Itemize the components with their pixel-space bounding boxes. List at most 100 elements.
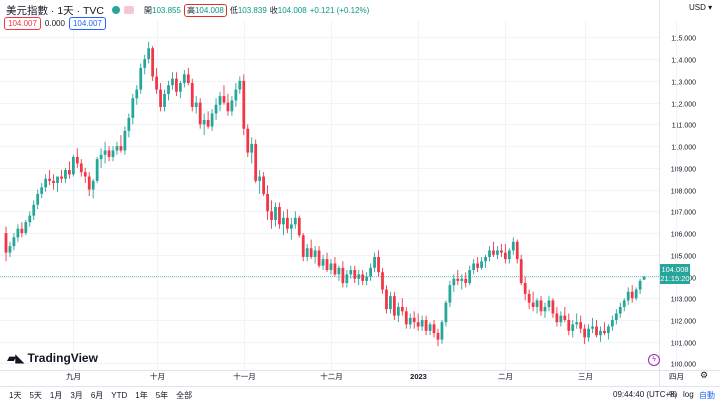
candle-body	[68, 170, 71, 175]
candle-body	[400, 306, 404, 312]
log-toggle[interactable]: log	[683, 390, 694, 399]
candle-body	[547, 300, 551, 307]
candle-body	[408, 317, 412, 325]
y-tick-label: 113.000	[671, 80, 696, 87]
candle-body	[404, 311, 408, 325]
range-3m-button[interactable]: 3月	[70, 391, 83, 400]
candle-body	[642, 276, 646, 280]
candle-body	[424, 320, 428, 331]
y-tick-label: 103.000	[671, 297, 696, 304]
currency-selector[interactable]: USD ▾	[689, 3, 713, 12]
candle-body	[155, 76, 158, 90]
y-tick-label: 112.000	[671, 102, 696, 109]
candle-body	[20, 228, 24, 234]
x-tick-label: 十二月	[320, 371, 343, 381]
candle-body	[293, 217, 297, 225]
candle-body	[163, 93, 166, 107]
candle-body	[559, 315, 563, 323]
candle-body	[519, 259, 523, 284]
buy-price-badge[interactable]: 104.007	[68, 17, 106, 30]
auto-scale-toggle[interactable]: 自動	[699, 391, 715, 400]
clock-readout[interactable]: 09:44:40 (UTC+8)	[613, 390, 678, 399]
candle-body	[444, 302, 448, 323]
candle-body	[87, 176, 91, 190]
candle-body	[432, 324, 436, 334]
candle-body	[214, 104, 218, 114]
candle-body	[630, 291, 634, 299]
range-all-button[interactable]: 全部	[176, 391, 193, 400]
candle-body	[377, 256, 380, 273]
candle-body	[143, 59, 147, 68]
candle-body	[369, 267, 373, 277]
tradingview-logo[interactable]: ▰◣ TradingView	[7, 351, 98, 365]
x-tick-label: 三月	[578, 372, 593, 381]
y-tick-label: 115.000	[671, 36, 696, 43]
x-tick-label: 四月	[669, 372, 684, 381]
market-status-dot-icon[interactable]	[112, 6, 121, 14]
percent-toggle[interactable]: %	[669, 390, 677, 399]
candle-body	[190, 83, 194, 107]
quote-badges: 104.007 0.000 104.007	[4, 17, 110, 30]
spread-value: 0.000	[44, 19, 65, 28]
candle-body	[468, 270, 472, 284]
sell-price-badge[interactable]: 104.007	[4, 17, 41, 30]
candle-body	[492, 250, 495, 255]
candle-body	[428, 324, 432, 331]
candle-body	[266, 193, 269, 212]
candle-body	[543, 306, 547, 312]
candle-body	[103, 150, 107, 155]
y-tick-label: 108.000	[671, 189, 696, 196]
candle-body	[274, 206, 277, 220]
range-5d-button[interactable]: 5天	[29, 391, 42, 400]
range-1d-button[interactable]: 1天	[9, 391, 22, 400]
candle-body	[420, 320, 424, 327]
candle-body	[503, 252, 507, 260]
range-1m-button[interactable]: 1月	[49, 391, 63, 400]
candle-body	[416, 322, 420, 327]
candle-body	[527, 293, 531, 303]
candle-body	[48, 178, 51, 181]
candle-body	[337, 267, 341, 275]
candle-body	[412, 317, 416, 323]
candle-body	[167, 85, 170, 94]
candle-body	[591, 326, 594, 329]
range-5y-button[interactable]: 5年	[155, 391, 169, 400]
range-ytd-button[interactable]: YTD	[111, 391, 128, 400]
candle-body	[515, 241, 519, 260]
x-tick-label: 2023	[410, 372, 427, 381]
candle-body	[599, 330, 602, 336]
candle-body	[472, 263, 476, 270]
symbol-title[interactable]: 美元指數 · 1天 · TVC	[6, 4, 105, 17]
candle-body	[218, 96, 222, 105]
range-6m-button[interactable]: 6月	[90, 391, 104, 400]
candle-body	[8, 246, 12, 253]
candle-body	[610, 320, 614, 327]
candle-body	[587, 328, 590, 338]
candle-body	[317, 250, 321, 266]
candle-body	[373, 256, 376, 268]
gear-icon[interactable]: ⚙	[700, 370, 709, 380]
candle-body	[551, 300, 555, 314]
candle-body	[178, 83, 182, 92]
candle-body	[638, 280, 642, 290]
y-tick-label: 107.000	[671, 210, 696, 217]
range-1y-button[interactable]: 1年	[135, 391, 148, 400]
candle-body	[32, 204, 36, 216]
y-tick-label: 105.000	[671, 254, 696, 261]
flag-icon[interactable]	[124, 6, 135, 14]
candle-body	[507, 250, 511, 260]
last-price-value: 104.008	[661, 265, 689, 274]
candle-body	[385, 289, 388, 310]
candle-body	[555, 313, 559, 323]
lightning-icon[interactable]: ϟ	[648, 354, 660, 366]
open-readout: 開103.855	[144, 5, 181, 15]
high-readout: 高104.008	[183, 3, 227, 17]
candle-body	[539, 300, 543, 312]
candle-body	[230, 100, 234, 112]
candle-body	[127, 117, 131, 131]
candle-body	[234, 89, 238, 101]
candle-body	[496, 250, 499, 255]
candle-body	[393, 296, 396, 316]
